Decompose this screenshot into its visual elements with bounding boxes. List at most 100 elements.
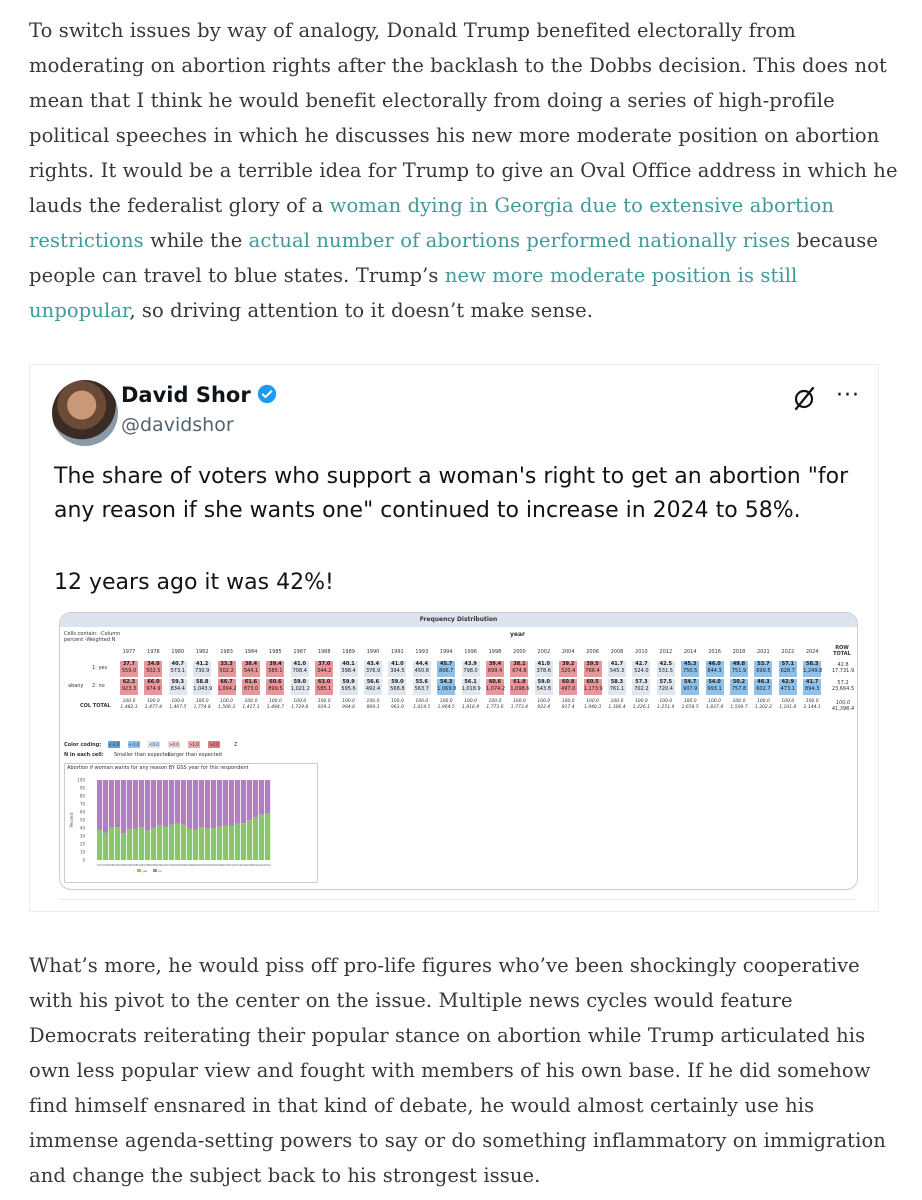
tweet-author[interactable]: David Shor (121, 383, 277, 407)
col-total-cell: 100.0 1,964.5 (437, 699, 455, 710)
bar-yes (199, 827, 205, 860)
cell-count: 320.4 (561, 668, 576, 674)
bar-no (247, 780, 253, 821)
cell-percent: 58.3 (806, 661, 819, 667)
x-tick-label: 2014 (234, 863, 241, 867)
crosstab-cell-yes: 44.4 450.8 (412, 661, 431, 677)
year-column-header: 2006 (586, 649, 599, 655)
crosstab-cell-yes: 58.3 1,249.8 (803, 661, 822, 677)
x-tick-label: 1980 (108, 863, 115, 867)
cell-count: 844.3 (707, 668, 722, 674)
bar-yes (157, 825, 163, 860)
bar-no (253, 780, 259, 818)
cell-count: 708.4 (292, 668, 307, 674)
cell-percent: 39.5 (586, 661, 599, 667)
cell-percent: 41.7 (806, 679, 819, 685)
col-total-cell: 100.0 1,658.5 (681, 699, 699, 710)
col-total-cell: 100.0 1,940.3 (584, 699, 602, 710)
x-tick-label: 1978 (102, 863, 109, 867)
cell-count: 806.7 (439, 668, 454, 674)
cell-percent: 37.7 (122, 661, 136, 667)
year-column-header: 2016 (708, 649, 721, 655)
cell-percent: 41.2 (196, 661, 209, 667)
unpopular-position-link[interactable]: new more moderate position is still unpo… (29, 264, 798, 322)
x-tick-label: 2022 (258, 863, 265, 867)
crosstab-cell-yes: 37.0 344.2 (315, 661, 334, 677)
gss-screenshot[interactable]: Frequency Distribution Cells contain: -C… (59, 612, 858, 890)
y-tick-label: 50 (80, 818, 86, 823)
author-name[interactable]: David Shor (121, 383, 251, 407)
x-tick-label: 1982 (114, 863, 121, 867)
bar-no (217, 780, 223, 827)
bar-no (229, 780, 235, 826)
bar-no (151, 780, 157, 828)
avatar[interactable] (52, 380, 118, 446)
more-options-icon[interactable]: ··· (836, 383, 860, 408)
year-column-header: 2021 (757, 649, 770, 655)
cell-count: 398.4 (341, 668, 356, 674)
bar-no (265, 780, 271, 814)
year-column-header: 1991 (391, 649, 404, 655)
crosstab-cell-no: 60.6 1,074.2 (486, 679, 505, 695)
crosstab-cell-yes: 40.7 573.1 (168, 661, 187, 677)
col-total-cell: 100.0 1,226.1 (632, 699, 650, 710)
year-column-header: 1985 (269, 649, 282, 655)
bar-no (175, 780, 181, 824)
cell-count: 974.9 (146, 686, 161, 692)
grok-icon[interactable] (792, 385, 818, 411)
bar-yes (211, 828, 217, 860)
cell-percent: 42.5 (659, 661, 672, 667)
crosstab-cell-yes: 53.7 699.5 (754, 661, 773, 677)
bar-no (103, 780, 109, 833)
col-total-cell: 100.0 1,816.9 (462, 699, 480, 710)
col-total-cell: 100.0 1,773.4 (510, 699, 528, 710)
x-tick-label: 1990 (156, 863, 163, 867)
col-total-cell: 100.0 1,506.3 (218, 699, 236, 710)
year-column-header: 1998 (488, 649, 502, 655)
crosstab-cell-yes: 40.1 398.4 (339, 661, 358, 677)
x-tick-label: 1989 (150, 863, 157, 867)
cell-percent: 57.1 (781, 661, 794, 667)
bar-yes (193, 829, 199, 860)
x-tick-label: 1987 (138, 863, 145, 867)
legend-label: no (158, 869, 162, 873)
crosstab-cell-no: 61.9 1,098.6 (510, 679, 529, 695)
cell-count: 923.3 (121, 686, 137, 692)
bar-yes (223, 825, 229, 860)
abortions-rise-link[interactable]: actual number of abortions performed nat… (248, 229, 791, 252)
crosstab-cell-no: 54.3 1,069.8 (437, 679, 456, 695)
cell-percent: 44.4 (415, 661, 428, 667)
crosstab-cell-no: 59.0 1,021.2 (290, 679, 310, 695)
para-text: while the (143, 229, 249, 252)
crosstab-cell-no: 54.7 907.9 (681, 679, 700, 695)
georgia-death-link[interactable]: woman dying in Georgia due to extensive … (29, 194, 835, 252)
crosstab-cell-no: 57.3 702.2 (632, 679, 651, 695)
crosstab-cell-no: 56.6 492.4 (364, 679, 382, 695)
cell-percent: 54.7 (684, 679, 697, 685)
embedded-tweet[interactable]: David Shor @davidshor ··· The share of v… (29, 364, 879, 912)
bar-yes (133, 828, 139, 860)
col-total-cell: 100.0 1,306.4 (608, 699, 626, 710)
cell-count: 993.1 (707, 686, 722, 692)
y-tick-label: 0 (82, 858, 85, 863)
crosstab-cell-no: 60.8 497.0 (559, 679, 578, 695)
x-tick-label: 2021 (252, 863, 259, 867)
tweet-handle[interactable]: @davidshor (121, 414, 234, 436)
cell-count: 502.5 (146, 668, 161, 674)
y-tick-label: 40 (80, 826, 86, 831)
legend-swatch (137, 869, 141, 872)
crosstab-cell-yes: 38.1 674.8 (510, 661, 529, 677)
col-total-cell: 100.0 1,407.5 (169, 699, 187, 710)
year-column-header: 2010 (635, 649, 648, 655)
bar-yes (241, 823, 247, 860)
cell-percent: 40.7 (171, 661, 184, 667)
y-tick-label: 60 (80, 810, 86, 815)
x-tick-label: 2002 (198, 863, 205, 867)
cell-percent: 39.2 (562, 661, 575, 667)
bar-no (205, 780, 211, 829)
y-axis-label: Percent (69, 812, 74, 827)
cell-percent: 53.7 (757, 661, 770, 667)
bar-yes (235, 823, 241, 860)
crosstab-cell-no: 59.0 568.8 (388, 679, 407, 695)
cell-count: 702.2 (634, 686, 649, 692)
